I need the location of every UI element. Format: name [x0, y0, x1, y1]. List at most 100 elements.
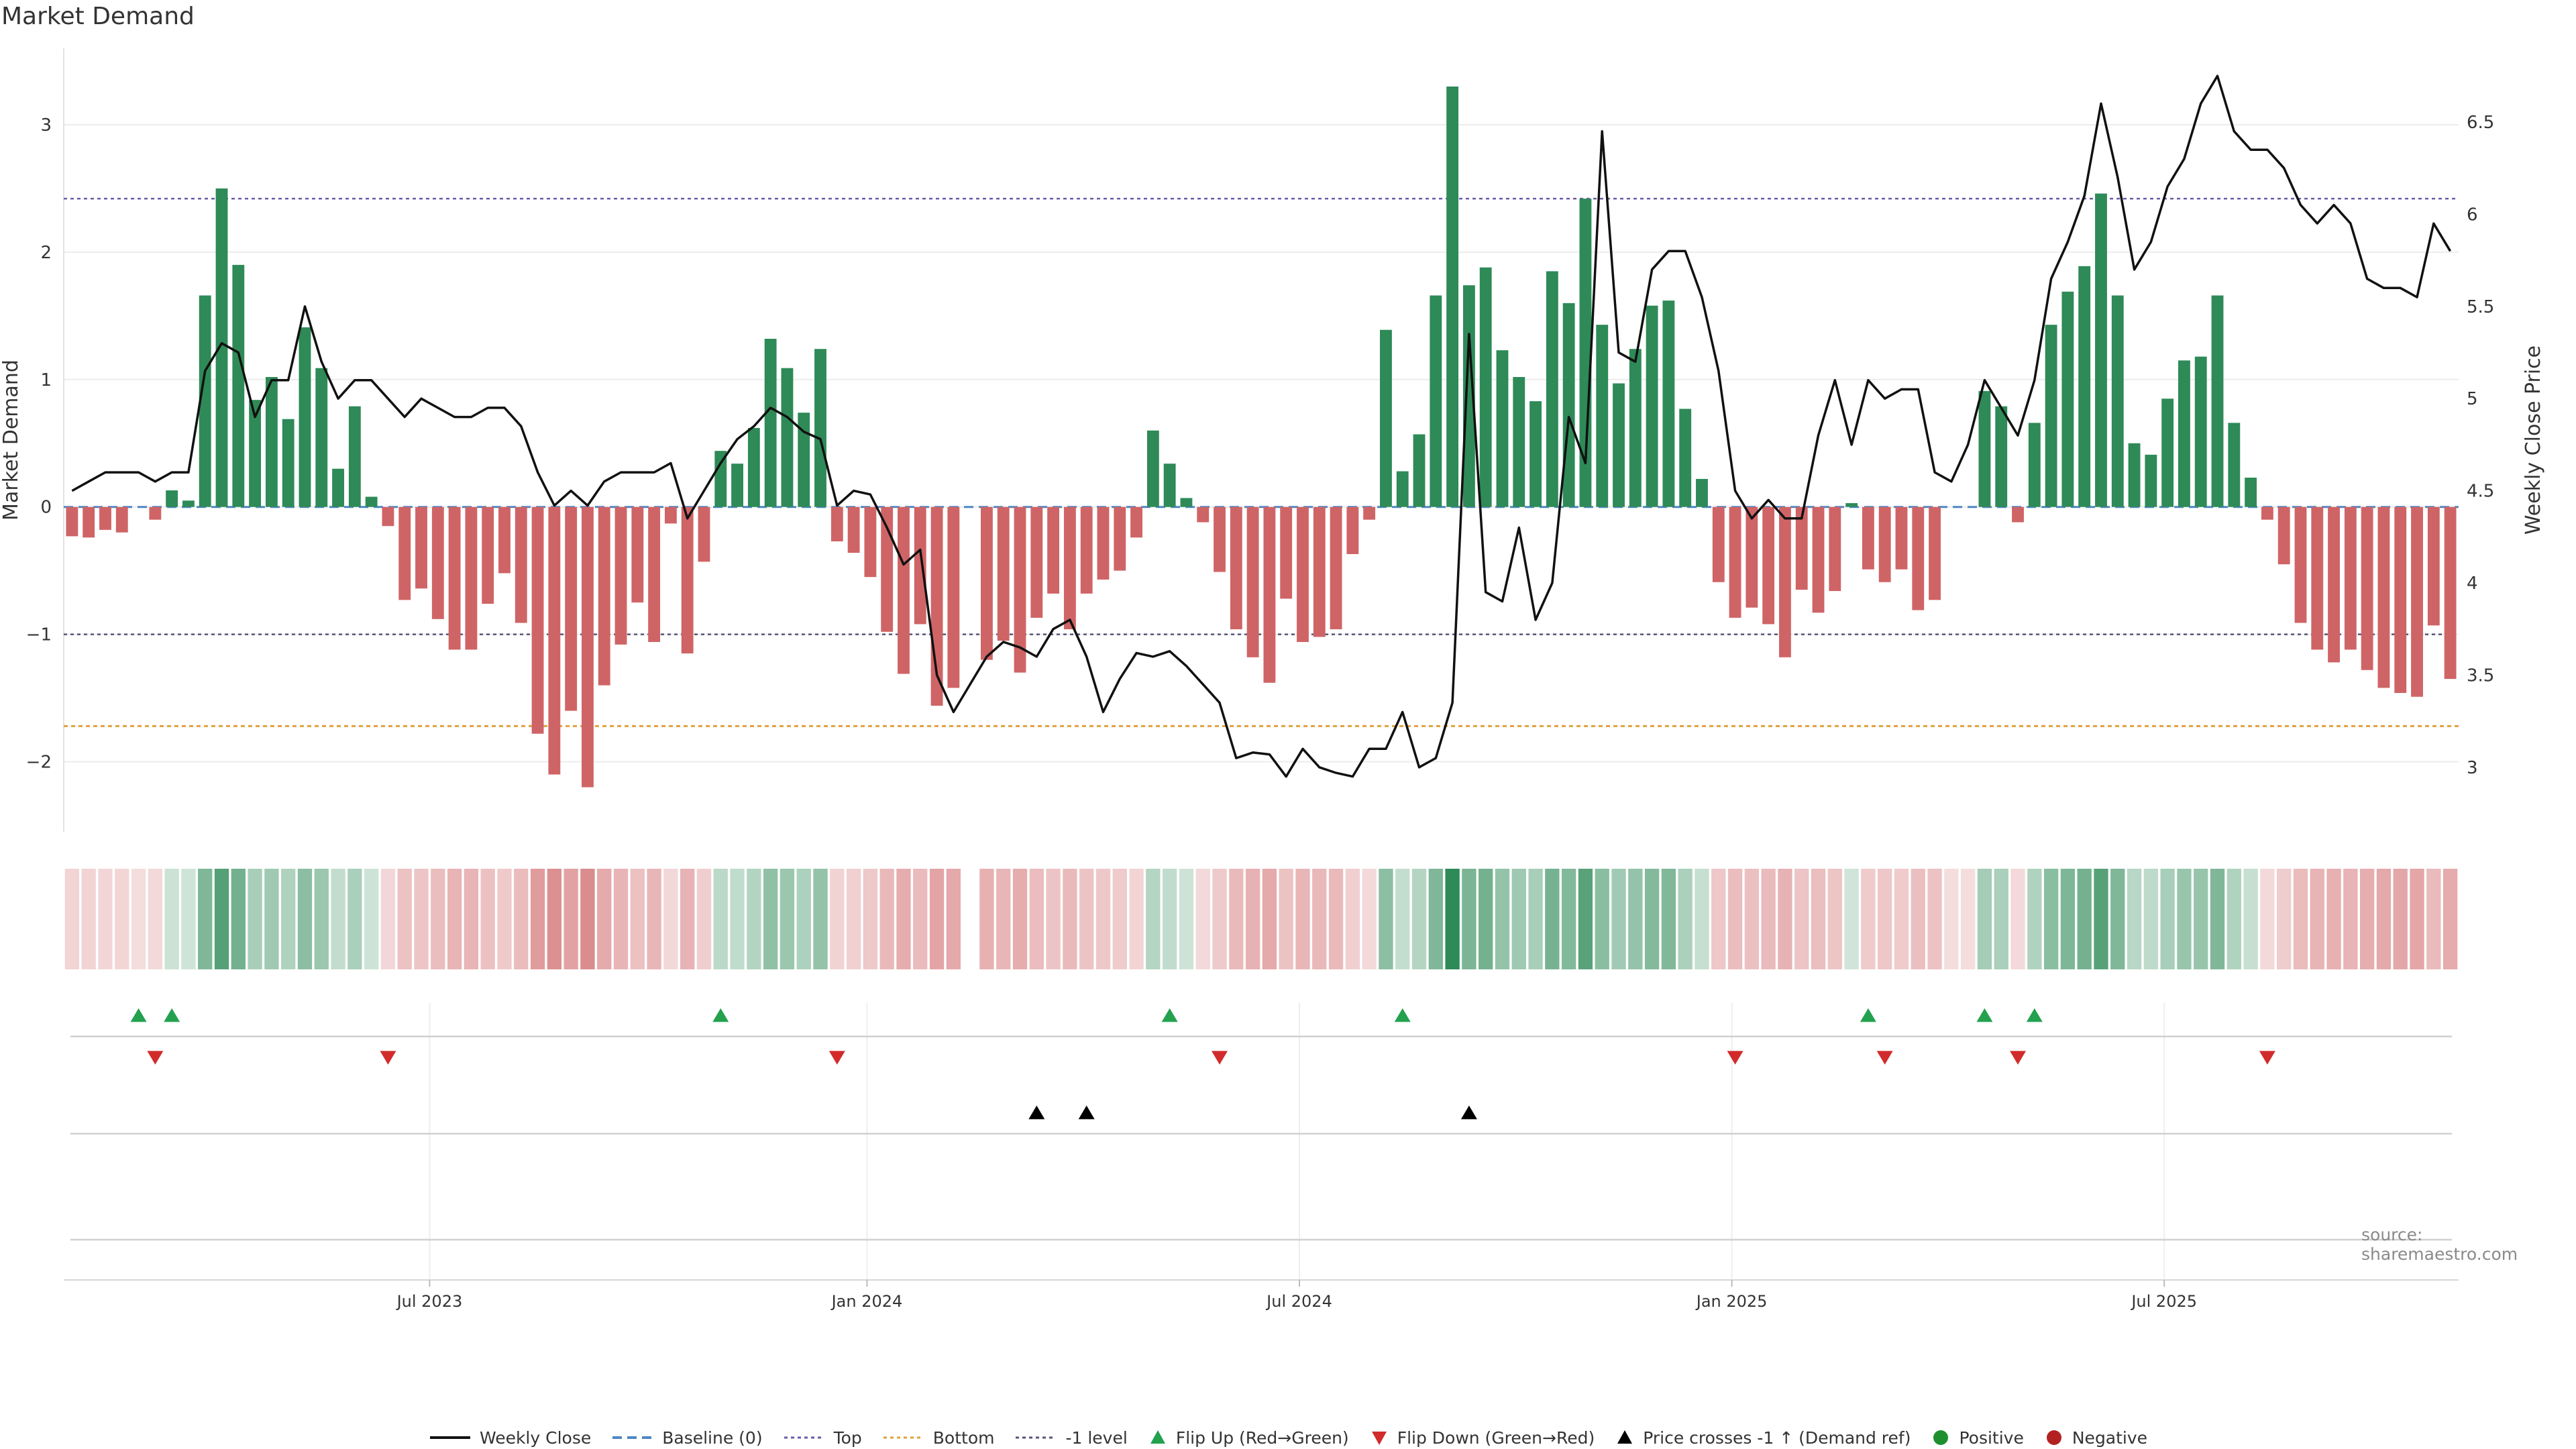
- negative-bar: [415, 506, 427, 589]
- heat-cell: [2226, 869, 2241, 969]
- negative-bar: [648, 506, 661, 643]
- heat-cell: [1994, 869, 2008, 969]
- heat-cell: [1695, 869, 1709, 969]
- axes: [63, 48, 2459, 1287]
- flip-down-marker: [828, 1051, 845, 1065]
- negative-bar: [1263, 506, 1276, 683]
- positive-bar: [215, 188, 228, 507]
- heat-cell: [1312, 869, 1327, 969]
- heat-cell: [364, 869, 379, 969]
- flip-up-marker: [712, 1008, 729, 1022]
- legend-item: Flip Down (Green→Red): [1369, 1428, 1595, 1448]
- positive-bar: [282, 419, 294, 507]
- heat-cell: [1611, 869, 1626, 969]
- heat-cell: [447, 869, 462, 969]
- legend-label: Price crosses -1 ↑ (Demand ref): [1643, 1428, 1911, 1448]
- negative-bar: [531, 506, 544, 734]
- heat-cell: [1146, 869, 1161, 969]
- positive-bar: [2128, 443, 2141, 507]
- heat-cell: [896, 869, 911, 969]
- negative-bar: [631, 506, 644, 603]
- positive-bar: [1180, 498, 1193, 507]
- heat-cell: [1279, 869, 1293, 969]
- positive-bar: [2245, 478, 2257, 507]
- y-tick-label: 0: [40, 498, 52, 518]
- positive-bar: [299, 327, 311, 507]
- page-title: Market Demand: [1, 3, 195, 30]
- heat-cell: [1462, 869, 1477, 969]
- positive-bar: [1430, 295, 1442, 507]
- positive-bar: [1562, 303, 1575, 507]
- negative-bar: [981, 506, 993, 660]
- y2-tick-label: 3: [2467, 758, 2478, 778]
- negative-bar: [1929, 506, 1941, 600]
- negative-bar: [1746, 506, 1758, 608]
- positive-bar: [731, 464, 743, 507]
- positive-bar: [2178, 360, 2190, 507]
- positive-bar: [2211, 295, 2224, 507]
- heat-cell: [431, 869, 445, 969]
- positive-bar: [2145, 454, 2157, 507]
- legend-swatch: [1150, 1430, 1165, 1444]
- heat-cell: [1379, 869, 1393, 969]
- flip-up-marker: [130, 1008, 147, 1022]
- heat-cell: [115, 869, 129, 969]
- legend-swatch: [883, 1436, 924, 1439]
- positive-bar: [1845, 503, 1858, 507]
- positive-bar: [199, 295, 211, 507]
- heat-cell: [2410, 869, 2424, 969]
- heat-cell: [1328, 869, 1344, 969]
- negative-bar: [1130, 506, 1142, 538]
- heat-cell: [1063, 869, 1077, 969]
- y-tick-label: 3: [40, 115, 52, 136]
- y-tick-label: −2: [26, 753, 52, 773]
- flip-down-marker: [2010, 1051, 2027, 1065]
- heat-cell: [314, 869, 329, 969]
- heat-cell: [663, 869, 678, 969]
- flip-down-marker: [1212, 1051, 1228, 1065]
- negative-bar: [997, 506, 1010, 641]
- legend-label: Positive: [1959, 1428, 2024, 1448]
- heat-cell: [2160, 869, 2175, 969]
- legend-swatch: [1371, 1432, 1387, 1445]
- negative-bar: [1363, 506, 1376, 520]
- negative-bar: [2277, 506, 2290, 565]
- heat-cell: [1944, 869, 1959, 969]
- legend-label: Top: [833, 1428, 862, 1448]
- legend-triangle-down: [1371, 1432, 1387, 1445]
- heat-cell: [1262, 869, 1277, 969]
- heat-cell: [480, 869, 495, 969]
- heat-cell: [1428, 869, 1443, 969]
- heat-cell: [1445, 869, 1460, 969]
- positive-bar: [781, 368, 794, 507]
- positive-bar: [1462, 285, 1475, 507]
- positive-bar: [1529, 401, 1542, 507]
- legend-swatch: [1617, 1430, 1633, 1444]
- heat-cell: [863, 869, 878, 969]
- heat-cell: [148, 869, 163, 969]
- heat-cell: [979, 869, 994, 969]
- heat-cell: [2043, 869, 2059, 969]
- x-tick-label: Jul 2023: [396, 1292, 463, 1311]
- flip-up-marker: [1161, 1008, 1178, 1022]
- flip-up-marker: [2026, 1008, 2043, 1022]
- legend-swatch: [1016, 1436, 1057, 1439]
- positive-bar: [332, 468, 344, 507]
- heat-cell: [2127, 869, 2142, 969]
- heat-cell: [1129, 869, 1144, 969]
- heat-cell: [747, 869, 761, 969]
- legend-item: Flip Up (Red→Green): [1148, 1428, 1349, 1448]
- positive-bar: [2095, 193, 2107, 507]
- heat-cell: [780, 869, 795, 969]
- y2-tick-label: 5.5: [2467, 297, 2494, 317]
- negative-bar: [431, 506, 444, 619]
- positive-bar: [764, 339, 777, 507]
- source-note: source: sharemaestro.com: [2361, 1225, 2518, 1264]
- negative-bar: [1912, 506, 1925, 610]
- heat-cell: [597, 869, 612, 969]
- heat-cell: [331, 869, 345, 969]
- positive-bar: [1662, 301, 1675, 507]
- heat-cell: [647, 869, 661, 969]
- heat-cell: [530, 869, 545, 969]
